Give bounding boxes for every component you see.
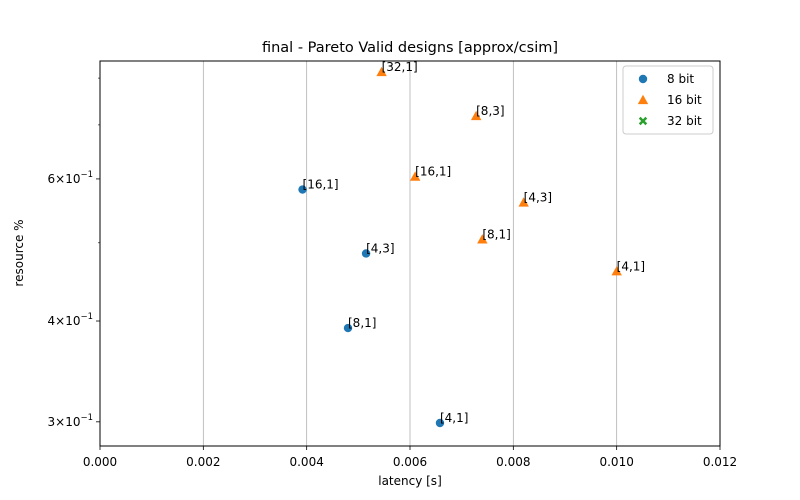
legend-label: 16 bit: [667, 93, 702, 107]
x-tick-label: 0.010: [599, 455, 633, 469]
y-axis-label: resource %: [12, 219, 26, 286]
x-tick-label: 0.000: [83, 455, 117, 469]
data-point: [611, 266, 622, 276]
y-tick-label: 3×10−1: [48, 413, 94, 429]
legend-marker: [638, 74, 648, 84]
data-point: [343, 323, 353, 333]
legend-label: 8 bit: [667, 72, 694, 86]
x-tick-label: 0.004: [289, 455, 323, 469]
data-point: [470, 110, 482, 121]
legend-marker: [637, 94, 649, 105]
point-label: [4,3]: [366, 241, 394, 255]
data-point: [435, 418, 445, 428]
legend-label: 32 bit: [667, 114, 702, 128]
y-tick-label: 6×10−1: [48, 170, 94, 186]
point-label: [8,1]: [482, 227, 510, 241]
data-point: [376, 66, 387, 77]
axis-ticks: 0.000 0.002 0.004 0.006 0.008 0.010 0.012 3×10−…: [48, 77, 737, 469]
grid: [202, 61, 618, 446]
data-point: [298, 185, 307, 194]
chart-title: final - Pareto Valid designs [approx/csi…: [262, 40, 558, 56]
data-point: [361, 249, 371, 258]
legend-marker: [638, 116, 648, 126]
point-label: [32,1]: [382, 60, 418, 74]
point-label: [4,3]: [524, 190, 552, 204]
data-point: [477, 234, 488, 244]
point-label: [8,1]: [348, 316, 376, 330]
x-tick-label: 0.002: [186, 455, 220, 469]
point-label: [8,3]: [476, 104, 504, 118]
y-tick-label: 4×10−1: [48, 312, 94, 328]
x-tick-label: 0.012: [703, 455, 737, 469]
point-label: [16,1]: [303, 178, 339, 192]
point-label: [16,1]: [415, 165, 451, 179]
x-tick-label: 0.008: [496, 455, 530, 469]
x-tick-label: 0.006: [393, 455, 427, 469]
point-label: [4,1]: [617, 259, 645, 273]
legend: 8 bit 16 bit 32 bit: [622, 65, 714, 135]
data-point: [409, 171, 421, 181]
data-point: [518, 197, 529, 207]
data-points: [16,1] [4,3] [8,1] [4,1] [32,1] [8,3] [16,1] [4…: [298, 60, 645, 428]
x-axis-label: latency [s]: [378, 474, 442, 488]
point-label: [4,1]: [440, 411, 468, 425]
